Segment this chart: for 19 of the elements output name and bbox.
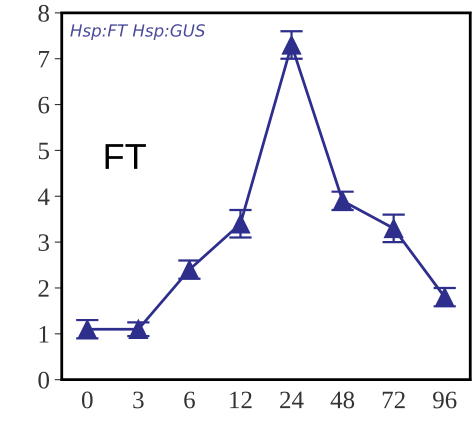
x-tick-label: 96 <box>433 392 456 408</box>
y-tick-label: 4 <box>38 188 50 205</box>
y-tick-label: 5 <box>38 142 49 160</box>
x-tick-label: 24 <box>280 392 304 408</box>
x-tick-label: 0 <box>82 392 93 408</box>
x-tick-label: 12 <box>230 392 252 408</box>
x-tick-label: 6 <box>184 392 195 408</box>
y-tick-label: 0 <box>38 372 49 389</box>
y-tick-label: 6 <box>38 96 50 114</box>
y-tick-label: 2 <box>38 280 49 297</box>
annotation: Hsp:FT Hsp:GUS <box>70 24 205 40</box>
x-tick-label: 3 <box>133 392 144 408</box>
y-tick-label: 7 <box>39 51 50 68</box>
y-tick-label: 8 <box>38 4 49 22</box>
x-tick-label: 72 <box>382 392 405 408</box>
x-tick-label: 48 <box>330 392 354 408</box>
y-tick-label: 3 <box>38 234 49 252</box>
annotation: FT <box>106 144 146 169</box>
y-tick-label: 1 <box>40 326 48 342</box>
